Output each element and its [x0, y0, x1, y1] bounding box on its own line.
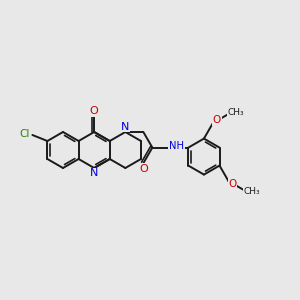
- Text: N: N: [90, 168, 98, 178]
- Text: O: O: [139, 164, 148, 174]
- Text: N: N: [121, 122, 130, 132]
- Text: O: O: [228, 179, 237, 189]
- Text: NH: NH: [169, 141, 184, 151]
- Text: CH₃: CH₃: [243, 187, 260, 196]
- Text: CH₃: CH₃: [228, 108, 244, 117]
- Text: Cl: Cl: [20, 129, 30, 139]
- Text: O: O: [213, 115, 221, 125]
- Text: O: O: [90, 106, 99, 116]
